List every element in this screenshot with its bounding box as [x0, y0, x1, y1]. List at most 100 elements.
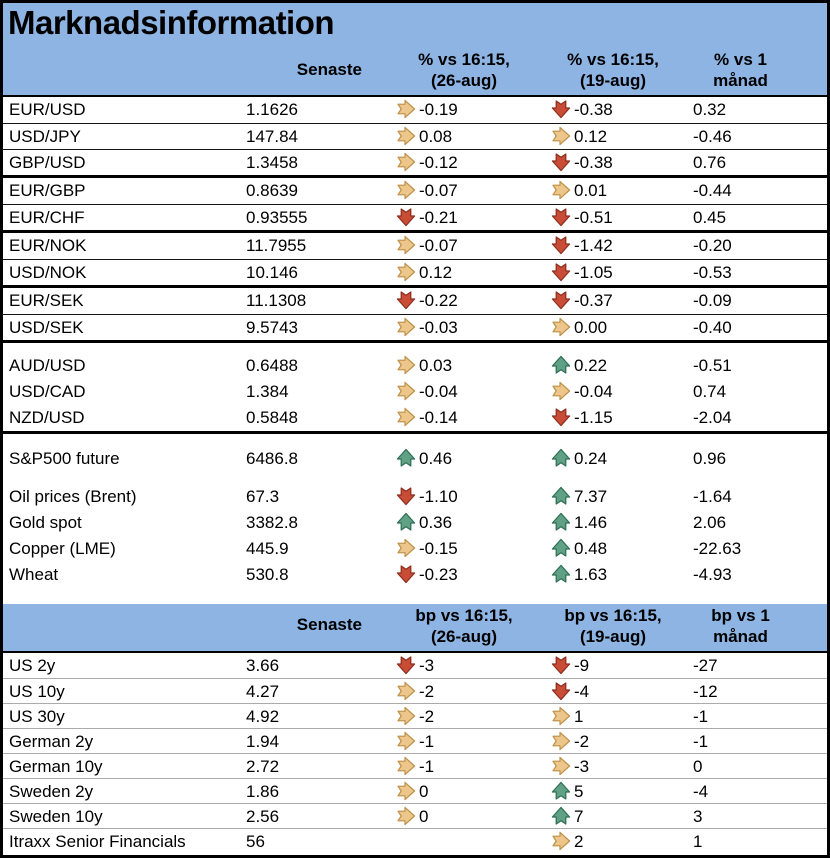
change-value: -0.38: [574, 100, 613, 119]
page-title: Marknadsinformation: [8, 4, 335, 41]
table-row: AUD/USD 0.6488 0.03 0.22 -0.51: [3, 353, 827, 379]
change-vs-19aug: -1.05: [542, 260, 684, 285]
latest-value: 2.56: [246, 807, 280, 826]
change-value: -2: [574, 732, 590, 751]
arrow-down-icon: [396, 487, 416, 506]
latest-value: 1.384: [246, 382, 289, 401]
instrument-label: S&P500 future: [9, 449, 120, 468]
instrument-label: German 2y: [9, 732, 94, 751]
change-value: 0.36: [419, 513, 453, 532]
change-vs-1month: -4.93: [693, 565, 732, 584]
change-value: 5: [574, 782, 584, 801]
latest-value: 3382.8: [246, 513, 298, 532]
instrument-label: USD/CAD: [9, 382, 86, 401]
change-vs-19aug: 2: [542, 829, 684, 853]
change-vs-1month: -0.51: [693, 356, 732, 375]
spacer: [3, 343, 827, 353]
table-row: USD/JPY 147.84 0.08 0.12 -0.46: [3, 123, 827, 149]
change-value: -0.03: [419, 318, 458, 337]
vs-19aug-column-header: % vs 16:15, (19-aug): [567, 50, 659, 90]
instrument-label: USD/NOK: [9, 263, 87, 282]
row-group: EUR/NOK 11.7955 -0.07 -1.42 -0.20 USD/NOK 10.1…: [3, 233, 827, 288]
arrow-right-icon: [396, 99, 416, 119]
change-vs-1month: 0.74: [693, 382, 727, 401]
change-vs-26aug: -0.04: [386, 379, 542, 405]
change-vs-19aug: -1.15: [542, 405, 684, 431]
arrow-right-icon: [396, 262, 416, 282]
arrow-right-icon: [396, 731, 416, 751]
change-vs-1month: -1: [693, 707, 709, 726]
change-vs-19aug: -0.37: [542, 288, 684, 314]
instrument-label: US 30y: [9, 707, 65, 726]
instrument-label: EUR/CHF: [9, 208, 85, 227]
arrow-up-icon: [551, 448, 571, 468]
change-value: -0.12: [419, 153, 458, 172]
arrow-up-icon: [551, 355, 571, 375]
change-vs-19aug: 0.00: [542, 315, 684, 340]
change-vs-19aug: -3: [542, 754, 684, 778]
change-vs-1month: -1: [693, 732, 709, 751]
change-vs-1month: 0.76: [693, 153, 727, 172]
change-vs-26aug: -3: [386, 653, 542, 678]
table-row: Wheat 530.8 -0.23 1.63 -4.93: [3, 562, 827, 588]
change-vs-19aug: -9: [542, 653, 684, 678]
spacer: [3, 434, 827, 446]
change-value: 0.01: [574, 181, 608, 200]
latest-value: 11.7955: [246, 236, 307, 255]
fx-and-commodities-section: EUR/USD 1.1626 -0.19 -0.38 0.32 USD/JPY 147.84…: [3, 97, 827, 604]
change-value: -1.10: [419, 487, 458, 506]
table-row: Sweden 10y 2.56 0 7 3: [3, 803, 827, 828]
change-value: -1.42: [574, 236, 613, 255]
change-vs-26aug: -1: [386, 729, 542, 753]
change-vs-19aug: 0.12: [542, 124, 684, 149]
latest-value: 530.8: [246, 565, 289, 584]
change-vs-26aug: 0.08: [386, 124, 542, 149]
latest-value: 1.1626: [246, 100, 298, 119]
bp-vs-19aug-column-header: bp vs 16:15, (19-aug): [564, 606, 662, 646]
arrow-right-icon: [396, 235, 416, 255]
change-value: -0.19: [419, 100, 458, 119]
change-value: -3: [574, 757, 590, 776]
latest-value: 56: [246, 832, 265, 851]
change-value: -0.15: [419, 539, 458, 558]
table-row: Oil prices (Brent) 67.3 -1.10 7.37 -1.64: [3, 484, 827, 510]
change-vs-19aug: 0.24: [542, 446, 684, 472]
change-value: 7: [574, 807, 584, 826]
table-row: US 2y 3.66 -3 -9 -27: [3, 653, 827, 678]
arrow-up-icon: [551, 538, 571, 558]
instrument-label: Sweden 10y: [9, 807, 103, 826]
instrument-label: Copper (LME): [9, 539, 116, 558]
change-vs-1month: -27: [693, 656, 718, 675]
change-vs-1month: -0.20: [693, 236, 732, 255]
change-vs-19aug: 1.63: [542, 562, 684, 588]
change-value: -0.21: [419, 208, 458, 227]
change-vs-1month: -2.04: [693, 408, 732, 427]
change-value: -0.51: [574, 208, 613, 227]
bp-header-band: Senaste bp vs 16:15, (26-aug) bp vs 16:1…: [3, 604, 827, 653]
change-value: -1.05: [574, 263, 613, 282]
change-vs-26aug: -0.12: [386, 150, 542, 175]
change-vs-19aug: -1.42: [542, 233, 684, 259]
pct-header-row: Senaste % vs 16:15, (26-aug) % vs 16:15,…: [3, 49, 827, 95]
change-vs-26aug: -0.07: [386, 178, 542, 204]
change-vs-19aug: 7.37: [542, 484, 684, 510]
change-value: 1: [574, 707, 584, 726]
change-vs-1month: 3: [693, 807, 703, 826]
change-vs-1month: -12: [693, 682, 718, 701]
arrow-right-icon: [551, 126, 571, 146]
bp-header-row: Senaste bp vs 16:15, (26-aug) bp vs 16:1…: [3, 605, 827, 651]
change-value: 0.08: [419, 127, 453, 146]
change-vs-26aug: -1.10: [386, 484, 542, 510]
table-row: EUR/SEK 11.1308 -0.22 -0.37 -0.09: [3, 288, 827, 314]
arrow-down-icon: [396, 291, 416, 310]
change-vs-26aug: -0.21: [386, 205, 542, 230]
change-vs-26aug: -0.23: [386, 562, 542, 588]
change-vs-19aug: -0.38: [542, 150, 684, 175]
latest-value: 0.5848: [246, 408, 298, 427]
row-group: Oil prices (Brent) 67.3 -1.10 7.37 -1.64 Gold…: [3, 484, 827, 588]
instrument-label: Oil prices (Brent): [9, 487, 137, 506]
instrument-label: USD/JPY: [9, 127, 81, 146]
latest-value: 4.92: [246, 707, 280, 726]
latest-value: 445.9: [246, 539, 289, 558]
latest-value: 1.3458: [246, 153, 298, 172]
